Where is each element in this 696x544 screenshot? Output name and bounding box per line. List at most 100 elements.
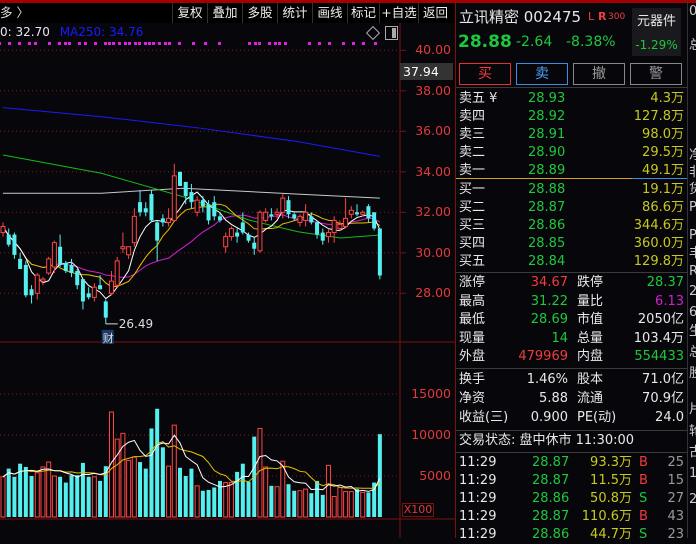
candle-body — [86, 293, 91, 298]
candle-body — [103, 301, 108, 318]
stat-label: 内盘 — [577, 349, 604, 364]
cancel-order-button[interactable]: 撤 — [573, 63, 625, 85]
toolbar-button-5[interactable]: 标记 — [347, 3, 379, 23]
volume-bar — [183, 476, 188, 517]
last-price: 28.88 — [458, 32, 512, 52]
volume-bar — [69, 475, 74, 517]
ask-volume: 49.1万 — [642, 163, 684, 178]
ask-volume: 127.8万 — [633, 109, 684, 124]
buy-button[interactable]: 买 — [459, 63, 511, 85]
ask-price: 28.92 — [528, 109, 566, 124]
candle-body — [348, 209, 354, 215]
candle-body — [320, 232, 325, 241]
trading-status: 交易状态: 盘中休市 11:30:00 — [459, 433, 635, 448]
sector-change: -1.29% — [635, 38, 678, 52]
alert-button[interactable]: 警 — [630, 63, 682, 85]
signal-mark — [168, 42, 171, 45]
candle-body — [171, 175, 177, 221]
edge-glyph: P — [689, 200, 696, 216]
ask-level-label: 卖五 ¥ — [459, 91, 498, 106]
current-price-marker: 37.94 — [400, 63, 453, 80]
stat-label: 量比 — [577, 293, 604, 309]
volume-bar — [80, 462, 85, 517]
volume-bar — [280, 460, 286, 518]
volume-bar — [0, 476, 6, 518]
edge-glyph: 2 — [689, 492, 696, 508]
toolbar-button-1[interactable]: 叠加 — [207, 3, 242, 23]
candle-body — [292, 214, 297, 219]
volume-bar — [212, 487, 217, 517]
candle-body — [51, 242, 57, 268]
edge-glyph: P — [689, 228, 696, 244]
candle-body — [166, 217, 172, 223]
sector-box[interactable]: 元器件 -1.29% — [632, 8, 681, 56]
edge-glyph: R — [689, 264, 696, 280]
edge-glyph: 生 — [689, 324, 696, 340]
candle-body — [235, 232, 240, 237]
more-menu[interactable]: 多 〉 — [0, 5, 29, 20]
signal-mark — [104, 42, 107, 45]
candle-body — [372, 212, 377, 229]
trade-count: 43 — [667, 509, 684, 524]
volume-bar — [138, 462, 143, 517]
fundamental-value: 1.46% — [526, 372, 568, 387]
trade-price: 28.87 — [532, 509, 570, 524]
volume-bar — [98, 480, 103, 517]
toolbar-button-3[interactable]: 统计 — [277, 3, 312, 23]
bid-level-label: 买五 — [459, 254, 486, 269]
trade-time: 11:29 — [459, 491, 497, 506]
ask-price: 28.91 — [528, 127, 566, 142]
financial-report-tag-bg — [101, 329, 114, 344]
spread-divider-right — [632, 178, 687, 179]
trade-side: B — [639, 509, 648, 524]
kline-chart[interactable]: 26.49 财 — [0, 0, 455, 538]
trade-side: S — [639, 527, 648, 542]
volume-bar — [372, 482, 377, 517]
volume-bar — [206, 489, 211, 517]
candle-body — [355, 212, 360, 215]
stat-label: 现量 — [459, 330, 486, 346]
toolbar-button-4[interactable]: 画线 — [312, 3, 347, 23]
candle-body — [160, 218, 165, 223]
signal-mark — [48, 42, 51, 45]
volume-bar — [171, 424, 177, 518]
signal-mark — [274, 42, 277, 45]
sell-button[interactable]: 卖 — [516, 63, 568, 85]
toolbar-button-6[interactable]: +自选 — [379, 3, 418, 23]
candle-body — [69, 264, 74, 274]
volume-bar — [348, 491, 354, 518]
toolbar-button-7[interactable]: 返回 — [418, 3, 452, 23]
trade-count: 23 — [667, 527, 684, 542]
toolbar-button-2[interactable]: 多股 — [242, 3, 277, 23]
top-border — [0, 0, 696, 3]
toolbar-button-0[interactable]: 复权 — [172, 3, 207, 23]
price-axis-label: 34.00 — [415, 163, 451, 179]
volume-bar — [12, 476, 17, 517]
candle-body — [325, 232, 331, 238]
panel-toggle-icon[interactable] — [385, 26, 398, 40]
ask-volume: 4.3万 — [650, 91, 684, 106]
ma250-line — [2, 107, 380, 157]
volume-axis-label: 15000 — [411, 386, 451, 401]
signal-mark — [0, 42, 1, 45]
tag-300: 300 — [608, 12, 626, 22]
volume-bar — [149, 428, 154, 517]
trade-volume: 110.6万 — [581, 509, 632, 524]
bid-price: 28.84 — [528, 254, 566, 269]
candle-body — [280, 197, 286, 213]
candle-body — [126, 246, 132, 256]
stat-label: 总量 — [577, 330, 604, 346]
stat-label: 外盘 — [459, 349, 486, 364]
trade-time: 11:29 — [459, 527, 497, 542]
ma120-legend: 0: 32.70 — [0, 25, 50, 39]
price-change: -2.64 — [516, 34, 553, 50]
stat-label: 涨停 — [459, 275, 486, 290]
volume-ma5-line — [2, 434, 381, 492]
signal-mark — [258, 42, 261, 45]
edge-glyph: 片 — [689, 402, 696, 418]
signal-mark — [318, 42, 321, 45]
bid-volume: 344.6万 — [633, 218, 684, 233]
financial-report-tag[interactable]: 财 — [103, 331, 114, 345]
signal-mark — [64, 42, 67, 45]
candle-body — [206, 204, 211, 221]
